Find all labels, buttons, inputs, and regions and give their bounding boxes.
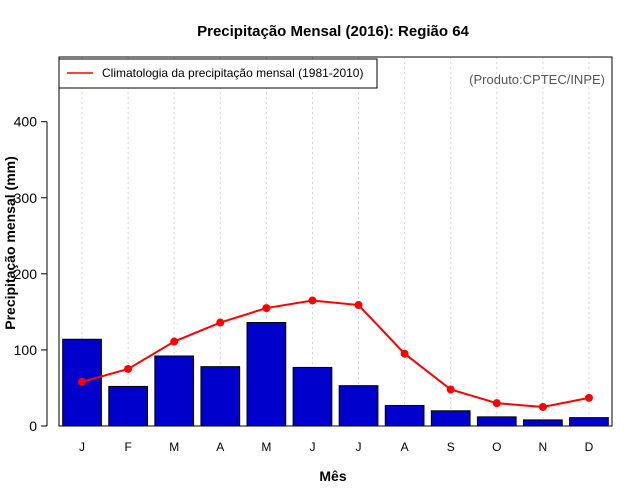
bar-5: [246, 322, 287, 427]
climatology-point-7: [354, 301, 363, 310]
x-tick-label-8: A: [401, 440, 409, 454]
climatology-point-10: [492, 399, 501, 408]
climatology-point-4: [216, 318, 225, 327]
x-tick-label-5: M: [261, 440, 271, 454]
climatology-line-group: [78, 296, 593, 411]
plot-border: [58, 56, 613, 427]
gridlines: [81, 57, 590, 426]
chart-title: Precipitação Mensal (2016): Região 64: [197, 23, 469, 40]
y-axis-label: Precipitação mensal (mm): [2, 156, 18, 330]
climatology-point-3: [170, 337, 179, 346]
bar-4: [200, 366, 241, 427]
x-tick-label-3: M: [169, 440, 179, 454]
bar-9: [430, 410, 471, 427]
x-tick-label-10: O: [492, 440, 501, 454]
bar-10: [476, 416, 517, 427]
x-tick-label-9: S: [447, 440, 455, 454]
legend-box: [58, 58, 378, 89]
x-axis-label: Mês: [319, 468, 346, 484]
climatology-point-5: [262, 304, 271, 313]
bar-7: [338, 385, 379, 427]
x-tick-label-1: J: [79, 440, 85, 454]
y-tick-label-400: 400: [14, 114, 38, 130]
bar-3: [154, 355, 195, 427]
x-tick-label-7: J: [356, 440, 362, 454]
y-tick-label-200: 200: [14, 266, 38, 282]
climatology-point-6: [308, 296, 317, 305]
legend-label: Climatologia da precipitação mensal (198…: [102, 66, 363, 80]
bars: [62, 322, 609, 427]
climatology-point-2: [124, 364, 133, 373]
x-tick-label-6: J: [309, 440, 315, 454]
climatology-point-9: [446, 385, 455, 394]
bar-6: [292, 366, 333, 427]
x-tick-label-2: F: [124, 440, 131, 454]
y-tick-label-300: 300: [14, 190, 38, 206]
climatology-point-12: [584, 393, 593, 402]
legend: Climatologia da precipitação mensal (198…: [58, 58, 378, 89]
y-axis: 0 100 200 300 400: [14, 114, 48, 434]
climatology-point-8: [400, 349, 409, 358]
bar-12: [569, 417, 609, 427]
climatology-point-1: [78, 377, 87, 386]
y-tick-label-100: 100: [14, 342, 38, 358]
x-tick-label-11: N: [539, 440, 548, 454]
y-tick-label-0: 0: [29, 418, 37, 434]
credit-text: (Produto:CPTEC/INPE): [469, 72, 605, 87]
x-tick-label-12: D: [585, 440, 594, 454]
bar-8: [384, 404, 425, 427]
x-tick-label-4: A: [216, 440, 224, 454]
climatology-point-11: [538, 402, 547, 411]
climatology-line: [81, 299, 590, 408]
bar-2: [108, 385, 148, 427]
bar-11: [523, 419, 563, 427]
